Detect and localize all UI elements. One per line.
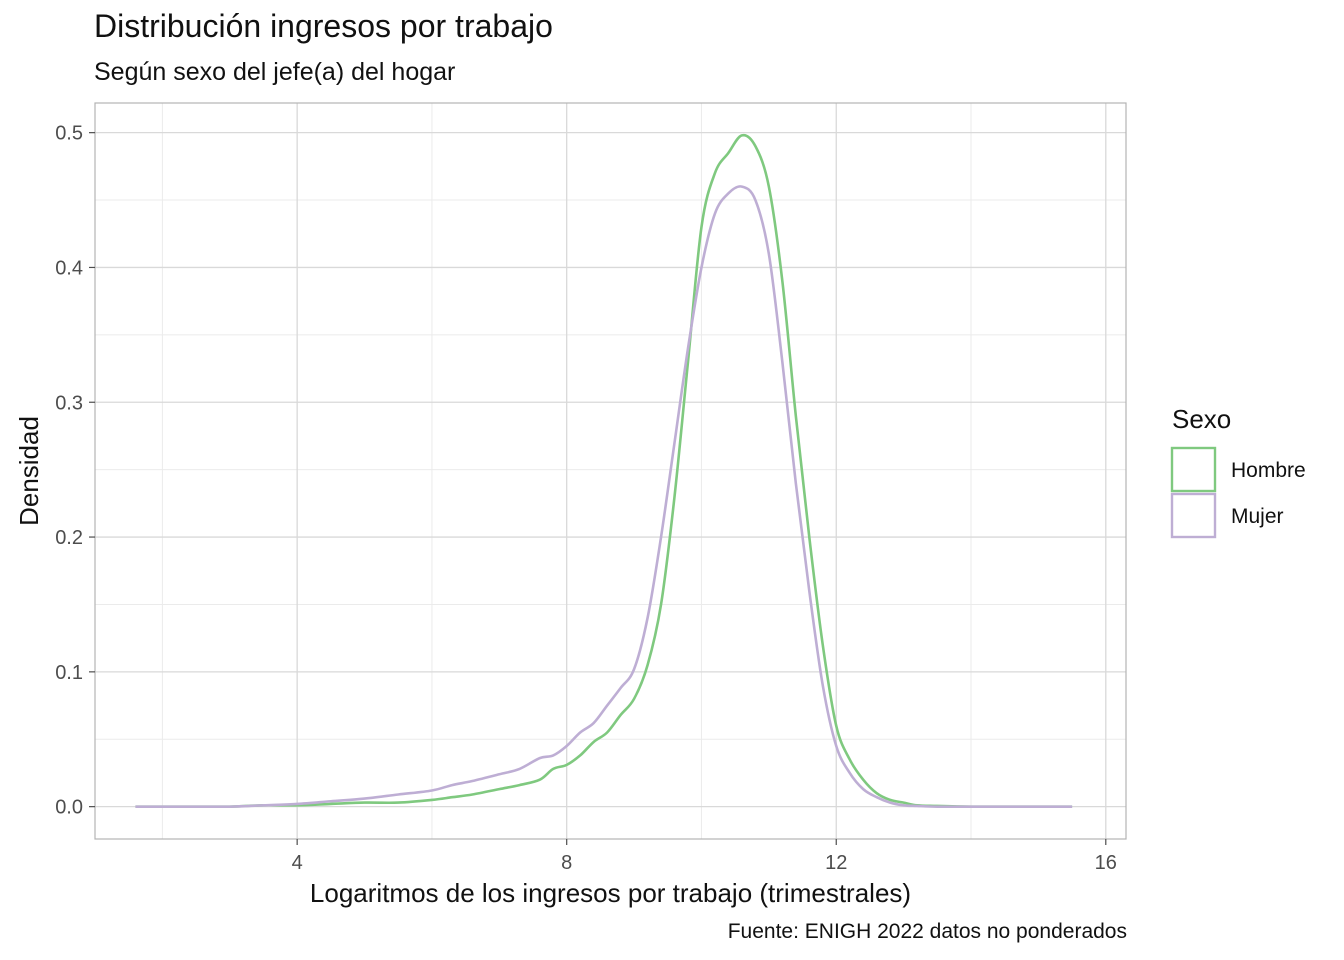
grid	[95, 103, 1126, 839]
series-layer	[135, 133, 1073, 809]
chart-caption: Fuente: ENIGH 2022 datos no ponderados	[727, 920, 1127, 943]
y-tick-label: 0.1	[55, 662, 83, 684]
legend-title: Sexo	[1172, 404, 1231, 434]
y-tick-label: 0.2	[55, 527, 83, 549]
y-axis-title: Densidad	[14, 416, 44, 526]
y-tick-label: 0.4	[55, 257, 83, 279]
legend-label-mujer: Mujer	[1231, 505, 1284, 528]
legend-key-hombre	[1170, 446, 1217, 493]
x-tick-label: 16	[1095, 852, 1117, 874]
series-line-hombre	[135, 133, 1073, 809]
y-tick-label: 0.5	[55, 123, 83, 145]
axis-ticks: 4 8 12 16 0.0 0.1 0.2 0.3 0.4 0.5	[55, 123, 1117, 874]
y-tick-label: 0.3	[55, 392, 83, 414]
x-tick-label: 8	[561, 852, 572, 874]
legend-label-hombre: Hombre	[1231, 459, 1306, 482]
series-line-mujer	[135, 185, 1073, 809]
chart-subtitle: Según sexo del jefe(a) del hogar	[94, 58, 456, 86]
legend-key-mujer	[1170, 492, 1217, 539]
x-axis-title: Logaritmos de los ingresos por trabajo (…	[310, 878, 911, 908]
legend: Sexo Hombre Mujer	[1170, 404, 1306, 539]
x-tick-label: 4	[292, 852, 303, 874]
x-tick-label: 12	[825, 852, 847, 874]
y-tick-label: 0.0	[55, 797, 83, 819]
chart-title: Distribución ingresos por trabajo	[94, 8, 553, 44]
panel-border	[94, 102, 1127, 840]
